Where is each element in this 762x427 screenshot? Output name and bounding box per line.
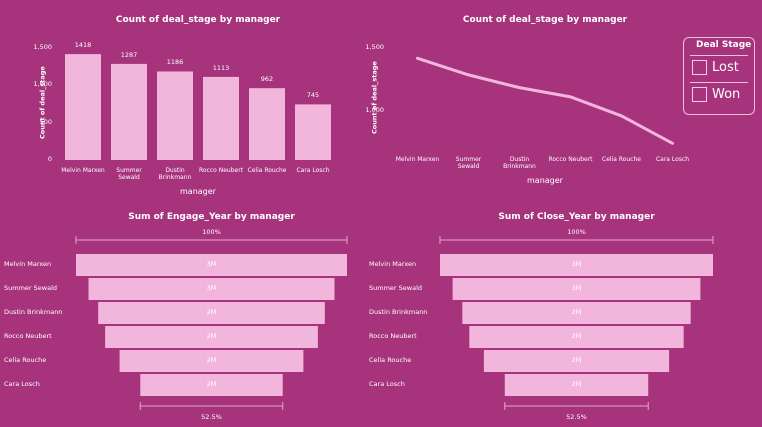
x-tick-label: Rocco Neubert: [198, 167, 244, 174]
y-tick-label: 1,500: [33, 43, 52, 51]
x-axis-title: manager: [527, 176, 563, 185]
category-label: Summer Sewald: [369, 284, 423, 292]
x-tick-label: Cara Losch: [655, 156, 690, 163]
option-label: Won: [712, 87, 741, 102]
bar: [111, 63, 147, 160]
data-label: 2M: [206, 308, 217, 316]
bottom-label: 52.5%: [566, 413, 587, 421]
category-label: Celia Rouche: [4, 356, 47, 364]
y-tick-label: 1,000: [33, 80, 52, 89]
bar: [65, 54, 101, 160]
category-label: Dustin Brinkmann: [4, 308, 63, 316]
chart-title: Count of deal_stage by manager: [115, 15, 281, 25]
funnel-bar: [76, 254, 347, 276]
category-label: Rocco Neubert: [4, 332, 52, 340]
slicer-option[interactable]: Won: [692, 87, 740, 102]
funnel-bar: [483, 350, 670, 372]
data-label: 962: [260, 75, 274, 84]
data-label: 2M: [206, 332, 217, 340]
divider: [690, 55, 748, 56]
x-tick-label: Summer Sewald: [455, 156, 482, 170]
category-label: Melvin Marxen: [369, 260, 417, 268]
category-label: Dustin Brinkmann: [369, 308, 428, 316]
funnel-bar: [469, 326, 684, 348]
data-label: 2M: [206, 380, 217, 388]
bottom-label: 52.5%: [201, 413, 222, 421]
category-label: Cara Losch: [369, 380, 405, 388]
top-label: 100%: [567, 228, 586, 236]
y-tick-label: 500: [39, 117, 52, 126]
bracket: [139, 402, 284, 410]
data-label: 2M: [571, 332, 582, 340]
x-tick-label: Cara Losch: [296, 167, 330, 174]
funnel-bar: [88, 278, 335, 300]
x-tick-label: Celia Rouche: [247, 167, 287, 174]
x-tick-label: Summer Sewald: [116, 167, 142, 181]
chart-title: Count of deal_stage by manager: [462, 15, 628, 25]
chart-title: Sum of Engage_Year by manager: [128, 212, 295, 222]
funnel-bar: [119, 350, 304, 372]
data-label: 3M: [571, 260, 582, 268]
bar: [203, 76, 239, 160]
data-label: 1287: [120, 50, 138, 59]
y-tick-label: 1,500: [365, 43, 384, 51]
data-label: 3M: [571, 284, 582, 292]
funnel-bar: [440, 254, 713, 276]
bracket: [439, 236, 714, 244]
x-tick-label: Celia Rouche: [602, 156, 641, 163]
slicer-option[interactable]: Lost: [692, 60, 739, 75]
bracket: [504, 402, 649, 410]
data-label: 2M: [571, 380, 582, 388]
data-label: 2M: [571, 308, 582, 316]
data-label: 3M: [206, 260, 217, 268]
top-label: 100%: [202, 228, 221, 236]
x-tick-label: Melvin Marxen: [61, 167, 105, 174]
category-label: Cara Losch: [4, 380, 40, 388]
category-label: Rocco Neubert: [369, 332, 417, 340]
bracket: [75, 236, 348, 244]
funnel-bar: [452, 278, 701, 300]
x-axis-title: manager: [180, 187, 216, 196]
x-tick-label: Melvin Marxen: [395, 156, 440, 163]
y-axis-title: Count of deal_stage: [370, 60, 379, 134]
chart-title: Sum of Close_Year by manager: [498, 212, 655, 222]
x-tick-label: Rocco Neubert: [548, 156, 593, 163]
y-tick-label: 1,000: [365, 106, 384, 115]
slicer: Deal Stage Lost Won: [683, 37, 755, 115]
x-tick-label: Dustin Brinkmann: [503, 156, 536, 170]
bar: [249, 88, 285, 160]
data-label: 2M: [206, 356, 217, 364]
divider: [690, 82, 748, 83]
category-label: Melvin Marxen: [4, 260, 52, 268]
data-label: 1418: [74, 41, 92, 50]
funnel-bar: [504, 374, 649, 396]
data-label: 3M: [206, 284, 217, 292]
category-label: Summer Sewald: [4, 284, 58, 292]
x-tick-label: Dustin Brinkmann: [158, 167, 192, 181]
data-label: 1113: [212, 63, 230, 72]
funnel-bar: [98, 302, 325, 324]
category-label: Celia Rouche: [369, 356, 412, 364]
line: [416, 56, 674, 145]
funnel-bar: [462, 302, 691, 324]
option-label: Lost: [712, 60, 739, 75]
data-label: 2M: [571, 356, 582, 364]
slicer-title: Deal Stage: [696, 40, 752, 50]
funnel-bar: [105, 326, 318, 348]
data-label: 745: [306, 91, 320, 100]
y-tick-label: 0: [47, 155, 52, 163]
bar: [157, 71, 193, 160]
data-label: 1186: [166, 58, 184, 67]
funnel-bar: [140, 374, 283, 396]
bar: [295, 104, 331, 160]
